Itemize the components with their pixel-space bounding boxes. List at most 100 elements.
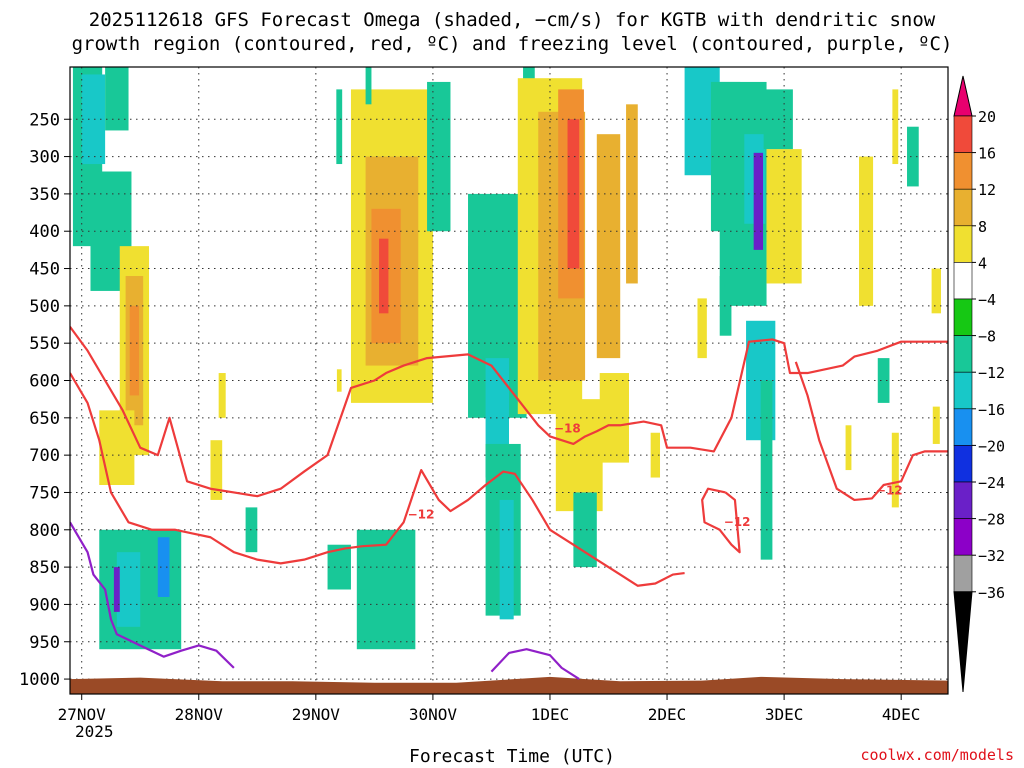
omega-cell-21 — [336, 369, 342, 392]
colorbar-bin-5 — [953, 298, 973, 336]
x-axis-year: 2025 — [75, 722, 114, 741]
colorbar-bin-1 — [953, 152, 973, 190]
x-axis-title: Forecast Time (UTC) — [409, 746, 615, 767]
contour-layer — [70, 326, 948, 680]
omega-cell-23 — [365, 67, 372, 105]
colorbar: 20 16 12 8 4 −4 −8 −12 −16 −20 −24 −28 −32 −36 — [953, 75, 1005, 693]
omega-cell-53 — [892, 89, 899, 165]
colorbar-label-10: −24 — [978, 474, 1005, 492]
omega-shading-layer — [72, 67, 941, 650]
dendritic-contour-3 — [701, 487, 741, 554]
omega-cell-2 — [105, 67, 129, 131]
y-tick-label-850: 850 — [29, 558, 60, 578]
grid-layer — [70, 67, 948, 694]
colorbar-bin-3 — [953, 225, 973, 263]
omega-cell-59 — [845, 425, 852, 471]
terrain-ground — [70, 676, 948, 694]
omega-cell-50 — [697, 298, 707, 359]
x-tick-label-1DEC: 1DEC — [531, 705, 570, 724]
freezing-contour-1 — [490, 648, 580, 680]
omega-cell-45 — [753, 152, 764, 250]
terrain-layer — [70, 676, 948, 694]
y-tick-label-550: 550 — [29, 334, 60, 354]
y-tick-label-300: 300 — [29, 148, 60, 168]
omega-cell-18 — [379, 238, 389, 314]
colorbar-label-5: −4 — [978, 291, 996, 309]
chart-title-line-1: 2025112618 GFS Forecast Omega (shaded, −… — [88, 9, 936, 31]
y-tick-label-400: 400 — [29, 222, 60, 242]
dendritic-contour-2 — [794, 361, 948, 502]
omega-cell-36 — [626, 104, 638, 284]
colorbar-label-3: 8 — [978, 218, 987, 236]
omega-cell-1 — [81, 74, 106, 165]
colorbar-label-1: 16 — [978, 145, 996, 163]
omega-cell-12 — [210, 440, 223, 500]
colorbar-top-arrow — [953, 75, 973, 117]
freezing-contour-0 — [70, 521, 235, 669]
site-credit: coolwx.com/models — [860, 746, 1014, 764]
dendritic-contour-label-3: −12 — [724, 515, 751, 529]
omega-cell-49 — [719, 276, 732, 336]
x-axis: 27NOV 28NOV 29NOV 30NOV 1DEC 2DEC 3DEC 4DEC — [58, 694, 921, 724]
dendritic-contour-0 — [70, 326, 948, 498]
omega-cell-6 — [129, 305, 140, 396]
colorbar-bin-10 — [953, 481, 973, 519]
x-tick-label-3DEC: 3DEC — [765, 705, 804, 724]
x-tick-label-2DEC: 2DEC — [648, 705, 687, 724]
omega-cell-52 — [859, 156, 874, 306]
colorbar-bin-4 — [953, 262, 973, 300]
y-tick-label-600: 600 — [29, 372, 60, 392]
y-tick-label-250: 250 — [29, 110, 60, 130]
colorbar-label-4: 4 — [978, 254, 987, 272]
y-tick-label-700: 700 — [29, 446, 60, 466]
omega-cell-29 — [499, 499, 514, 620]
omega-cell-48 — [760, 380, 773, 560]
omega-cell-35 — [596, 134, 621, 359]
colorbar-label-0: 20 — [978, 108, 996, 126]
omega-cell-20 — [327, 544, 351, 590]
y-tick-label-800: 800 — [29, 521, 60, 541]
y-tick-label-650: 650 — [29, 409, 60, 429]
colorbar-bottom-arrow — [953, 591, 973, 693]
colorbar-label-13: −36 — [978, 584, 1005, 602]
colorbar-label-6: −8 — [978, 328, 996, 346]
omega-cell-19 — [356, 529, 416, 650]
omega-cell-55 — [931, 268, 941, 314]
colorbar-label-9: −20 — [978, 437, 1005, 455]
omega-cell-46 — [766, 149, 802, 284]
colorbar-bin-12 — [953, 554, 973, 593]
colorbar-label-2: 12 — [978, 181, 996, 199]
x-tick-label-28NOV: 28NOV — [175, 705, 224, 724]
x-tick-label-27NOV: 27NOV — [58, 705, 107, 724]
dendritic-contour-label-1: −12 — [408, 507, 435, 521]
omega-cell-56 — [877, 358, 890, 403]
dendritic-contour-label-2: −12 — [876, 483, 903, 497]
colorbar-bin-7 — [953, 371, 973, 410]
omega-cell-10 — [113, 567, 120, 612]
y-tick-label-1000: 1000 — [19, 670, 60, 690]
colorbar-bin-0 — [953, 115, 973, 153]
y-axis: 250 300 350 400 450 500 550 600 650 700 750 800 850 9… — [19, 110, 70, 690]
y-tick-label-450: 450 — [29, 260, 60, 280]
colorbar-bin-8 — [953, 408, 973, 446]
dendritic-contour-label-0: −18 — [554, 421, 581, 435]
omega-cell-58 — [932, 406, 940, 444]
colorbar-label-11: −28 — [978, 511, 1005, 529]
colorbar-bin-6 — [953, 335, 973, 373]
omega-cell-11 — [157, 537, 170, 597]
omega-cell-40 — [650, 432, 661, 478]
colorbar-bin-2 — [953, 188, 973, 227]
colorbar-bin-9 — [953, 445, 973, 483]
y-tick-label-350: 350 — [29, 185, 60, 205]
omega-cell-22 — [336, 89, 343, 165]
colorbar-bin-11 — [953, 518, 973, 556]
omega-cell-54 — [907, 126, 919, 187]
omega-cell-57 — [891, 432, 899, 508]
y-tick-label-900: 900 — [29, 595, 60, 615]
omega-cell-34 — [567, 119, 580, 269]
x-tick-label-4DEC: 4DEC — [882, 705, 921, 724]
y-tick-label-500: 500 — [29, 297, 60, 317]
x-tick-label-29NOV: 29NOV — [292, 705, 341, 724]
y-tick-label-750: 750 — [29, 483, 60, 503]
